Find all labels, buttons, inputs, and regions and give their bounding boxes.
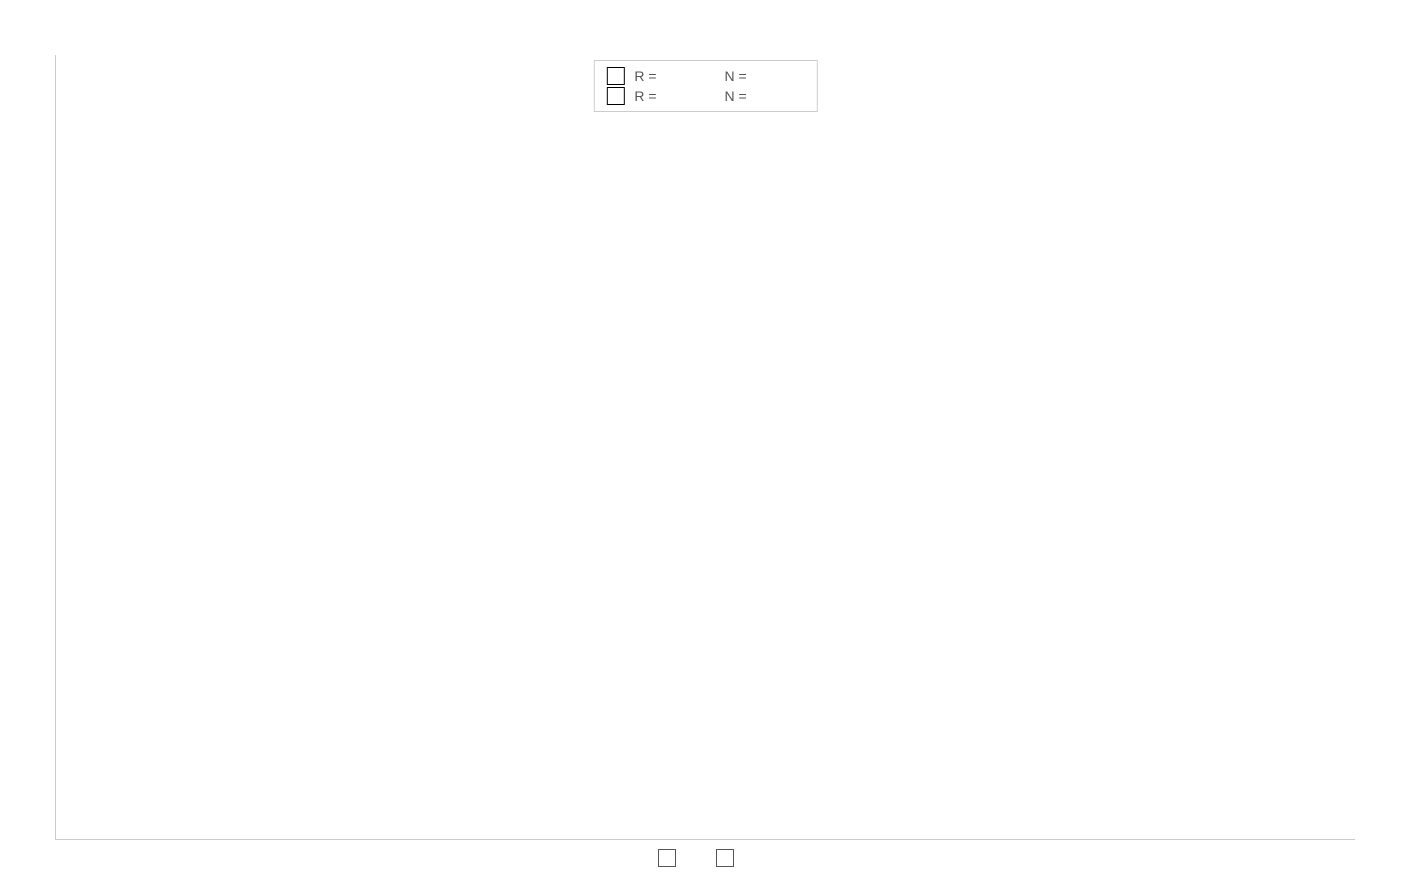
legend-swatch-blue bbox=[658, 849, 676, 867]
swatch-blue bbox=[606, 67, 624, 85]
swatch-pink bbox=[606, 87, 624, 105]
stats-row-2: R = N = bbox=[606, 87, 804, 105]
legend-bottom bbox=[658, 849, 754, 867]
legend-swatch-pink bbox=[716, 849, 734, 867]
stats-legend: R = N = R = N = bbox=[593, 60, 817, 112]
stats-row-1: R = N = bbox=[606, 67, 804, 85]
plot-area: R = N = R = N = bbox=[55, 55, 1355, 840]
